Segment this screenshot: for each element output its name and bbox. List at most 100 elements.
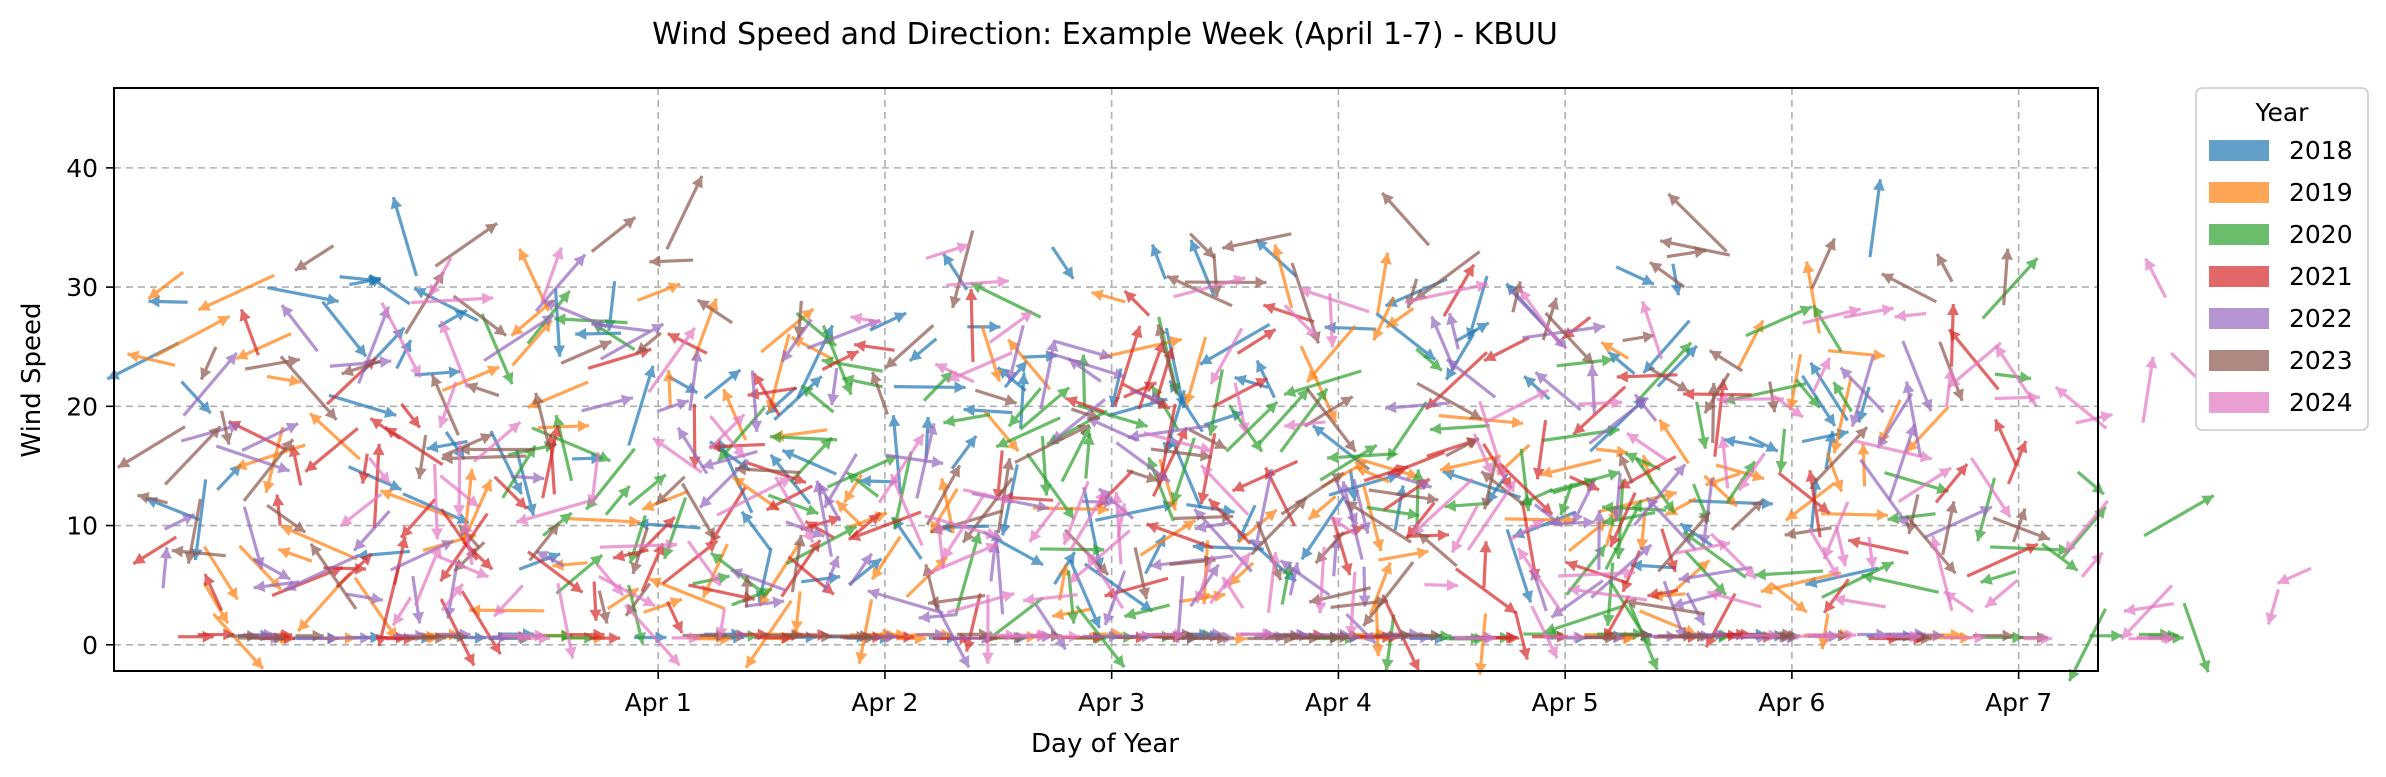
- wind-arrow: [1659, 237, 1731, 257]
- wind-arrow: [439, 320, 470, 389]
- wind-arrow: [335, 552, 374, 589]
- wind-arrow: [413, 287, 479, 323]
- wind-arrow: [1544, 311, 1595, 366]
- wind-arrow: [1941, 500, 1958, 556]
- wind-arrow: [1533, 503, 1564, 528]
- wind-arrow: [1980, 569, 2017, 585]
- wind-arrow: [534, 253, 587, 313]
- wind-arrow: [515, 499, 591, 525]
- x-tick-label: Apr 3: [1078, 688, 1145, 717]
- wind-arrow: [1404, 280, 1489, 304]
- wind-arrow: [800, 384, 835, 414]
- wind-arrow: [1352, 478, 1371, 535]
- wind-arrow: [656, 398, 690, 413]
- wind-arrow: [1098, 335, 1183, 360]
- wind-arrow: [1210, 253, 1223, 297]
- wind-arrow: [328, 393, 397, 418]
- wind-arrow: [1039, 339, 1059, 410]
- wind-arrow: [219, 410, 233, 445]
- wind-arrow: [1588, 396, 1650, 445]
- wind-arrow: [1194, 520, 1231, 533]
- wind-arrow: [1385, 401, 1428, 461]
- wind-arrow: [277, 547, 313, 563]
- wind-arrow: [1717, 436, 1730, 489]
- wind-arrow: [1894, 309, 1927, 322]
- wind-arrow: [925, 542, 999, 576]
- wind-arrow: [1994, 344, 2038, 408]
- wind-arrow: [391, 596, 412, 627]
- wind-arrow: [1139, 518, 1197, 557]
- y-tick-label: 30: [66, 273, 98, 302]
- wind-arrow: [821, 349, 860, 372]
- x-axis-title: Day of Year: [1031, 729, 1179, 759]
- wind-arrow: [661, 539, 719, 585]
- wind-arrow: [1039, 435, 1052, 496]
- wind-arrow: [1760, 571, 1842, 595]
- wind-arrow: [590, 216, 637, 253]
- wind-arrow: [1657, 511, 1712, 573]
- wind-arrow: [159, 547, 172, 589]
- wind-arrow: [239, 308, 260, 356]
- wind-arrow: [1150, 243, 1167, 280]
- wind-arrow: [1345, 571, 1358, 638]
- wind-arrow: [439, 512, 489, 583]
- wind-arrow: [889, 473, 924, 547]
- wind-arrow: [1902, 381, 1923, 458]
- wind-arrow: [917, 628, 947, 641]
- wind-arrow: [555, 553, 604, 595]
- wind-arrow: [492, 584, 524, 618]
- wind-arrow: [750, 370, 763, 433]
- wind-arrow: [473, 420, 522, 463]
- wind-arrow: [627, 473, 667, 507]
- wind-arrow: [1513, 610, 1531, 661]
- wind-arrow: [1810, 237, 1837, 290]
- wind-arrow: [709, 440, 765, 453]
- wind-arrow: [1472, 433, 1494, 476]
- wind-arrow: [163, 512, 196, 531]
- wind-arrow: [1947, 341, 2002, 389]
- wind-arrow: [441, 365, 501, 393]
- wind-arrow: [1189, 632, 1229, 645]
- wind-arrow: [1943, 631, 1986, 644]
- wind-arrow: [241, 422, 299, 452]
- wind-arrow: [946, 590, 1015, 614]
- wind-arrow: [927, 594, 986, 608]
- wind-arrow: [773, 375, 823, 422]
- wind-arrow: [1368, 561, 1392, 616]
- wind-arrow: [242, 506, 265, 570]
- wind-arrow: [171, 545, 226, 558]
- wind-arrow: [1811, 426, 1869, 487]
- wind-arrow: [1082, 630, 1121, 643]
- wind-arrow: [924, 514, 999, 540]
- wind-arrow: [235, 332, 292, 361]
- wind-arrow: [956, 628, 990, 641]
- wind-arrow: [1626, 431, 1669, 463]
- wind-arrow: [569, 628, 605, 641]
- wind-arrow: [1620, 628, 1652, 641]
- wind-arrow: [946, 351, 1013, 382]
- wind-arrow: [148, 295, 188, 308]
- wind-arrow: [1319, 443, 1378, 482]
- wind-arrow: [1648, 260, 1686, 289]
- wind-arrow: [849, 512, 882, 540]
- wind-arrow: [527, 550, 584, 594]
- wind-arrow: [430, 463, 443, 540]
- wind-arrow: [1183, 336, 1208, 406]
- wind-arrow: [1636, 510, 1649, 551]
- wind-arrow: [132, 535, 178, 566]
- wind-arrow: [1188, 428, 1227, 450]
- wind-arrow: [1007, 387, 1042, 428]
- wind-arrow: [1479, 541, 1492, 588]
- wind-arrow: [1329, 515, 1356, 536]
- wind-arrow: [980, 325, 1002, 383]
- wind-arrow: [1827, 349, 1885, 361]
- wind-arrow: [1586, 365, 1599, 414]
- y-tick-label: 10: [66, 512, 98, 541]
- wind-arrow: [855, 599, 874, 665]
- wind-arrow: [769, 431, 838, 444]
- wind-arrow: [877, 433, 925, 504]
- wind-arrow: [1648, 366, 1690, 393]
- wind-arrow: [933, 520, 946, 569]
- wind-arrow: [266, 374, 302, 387]
- wind-arrow: [1173, 274, 1246, 299]
